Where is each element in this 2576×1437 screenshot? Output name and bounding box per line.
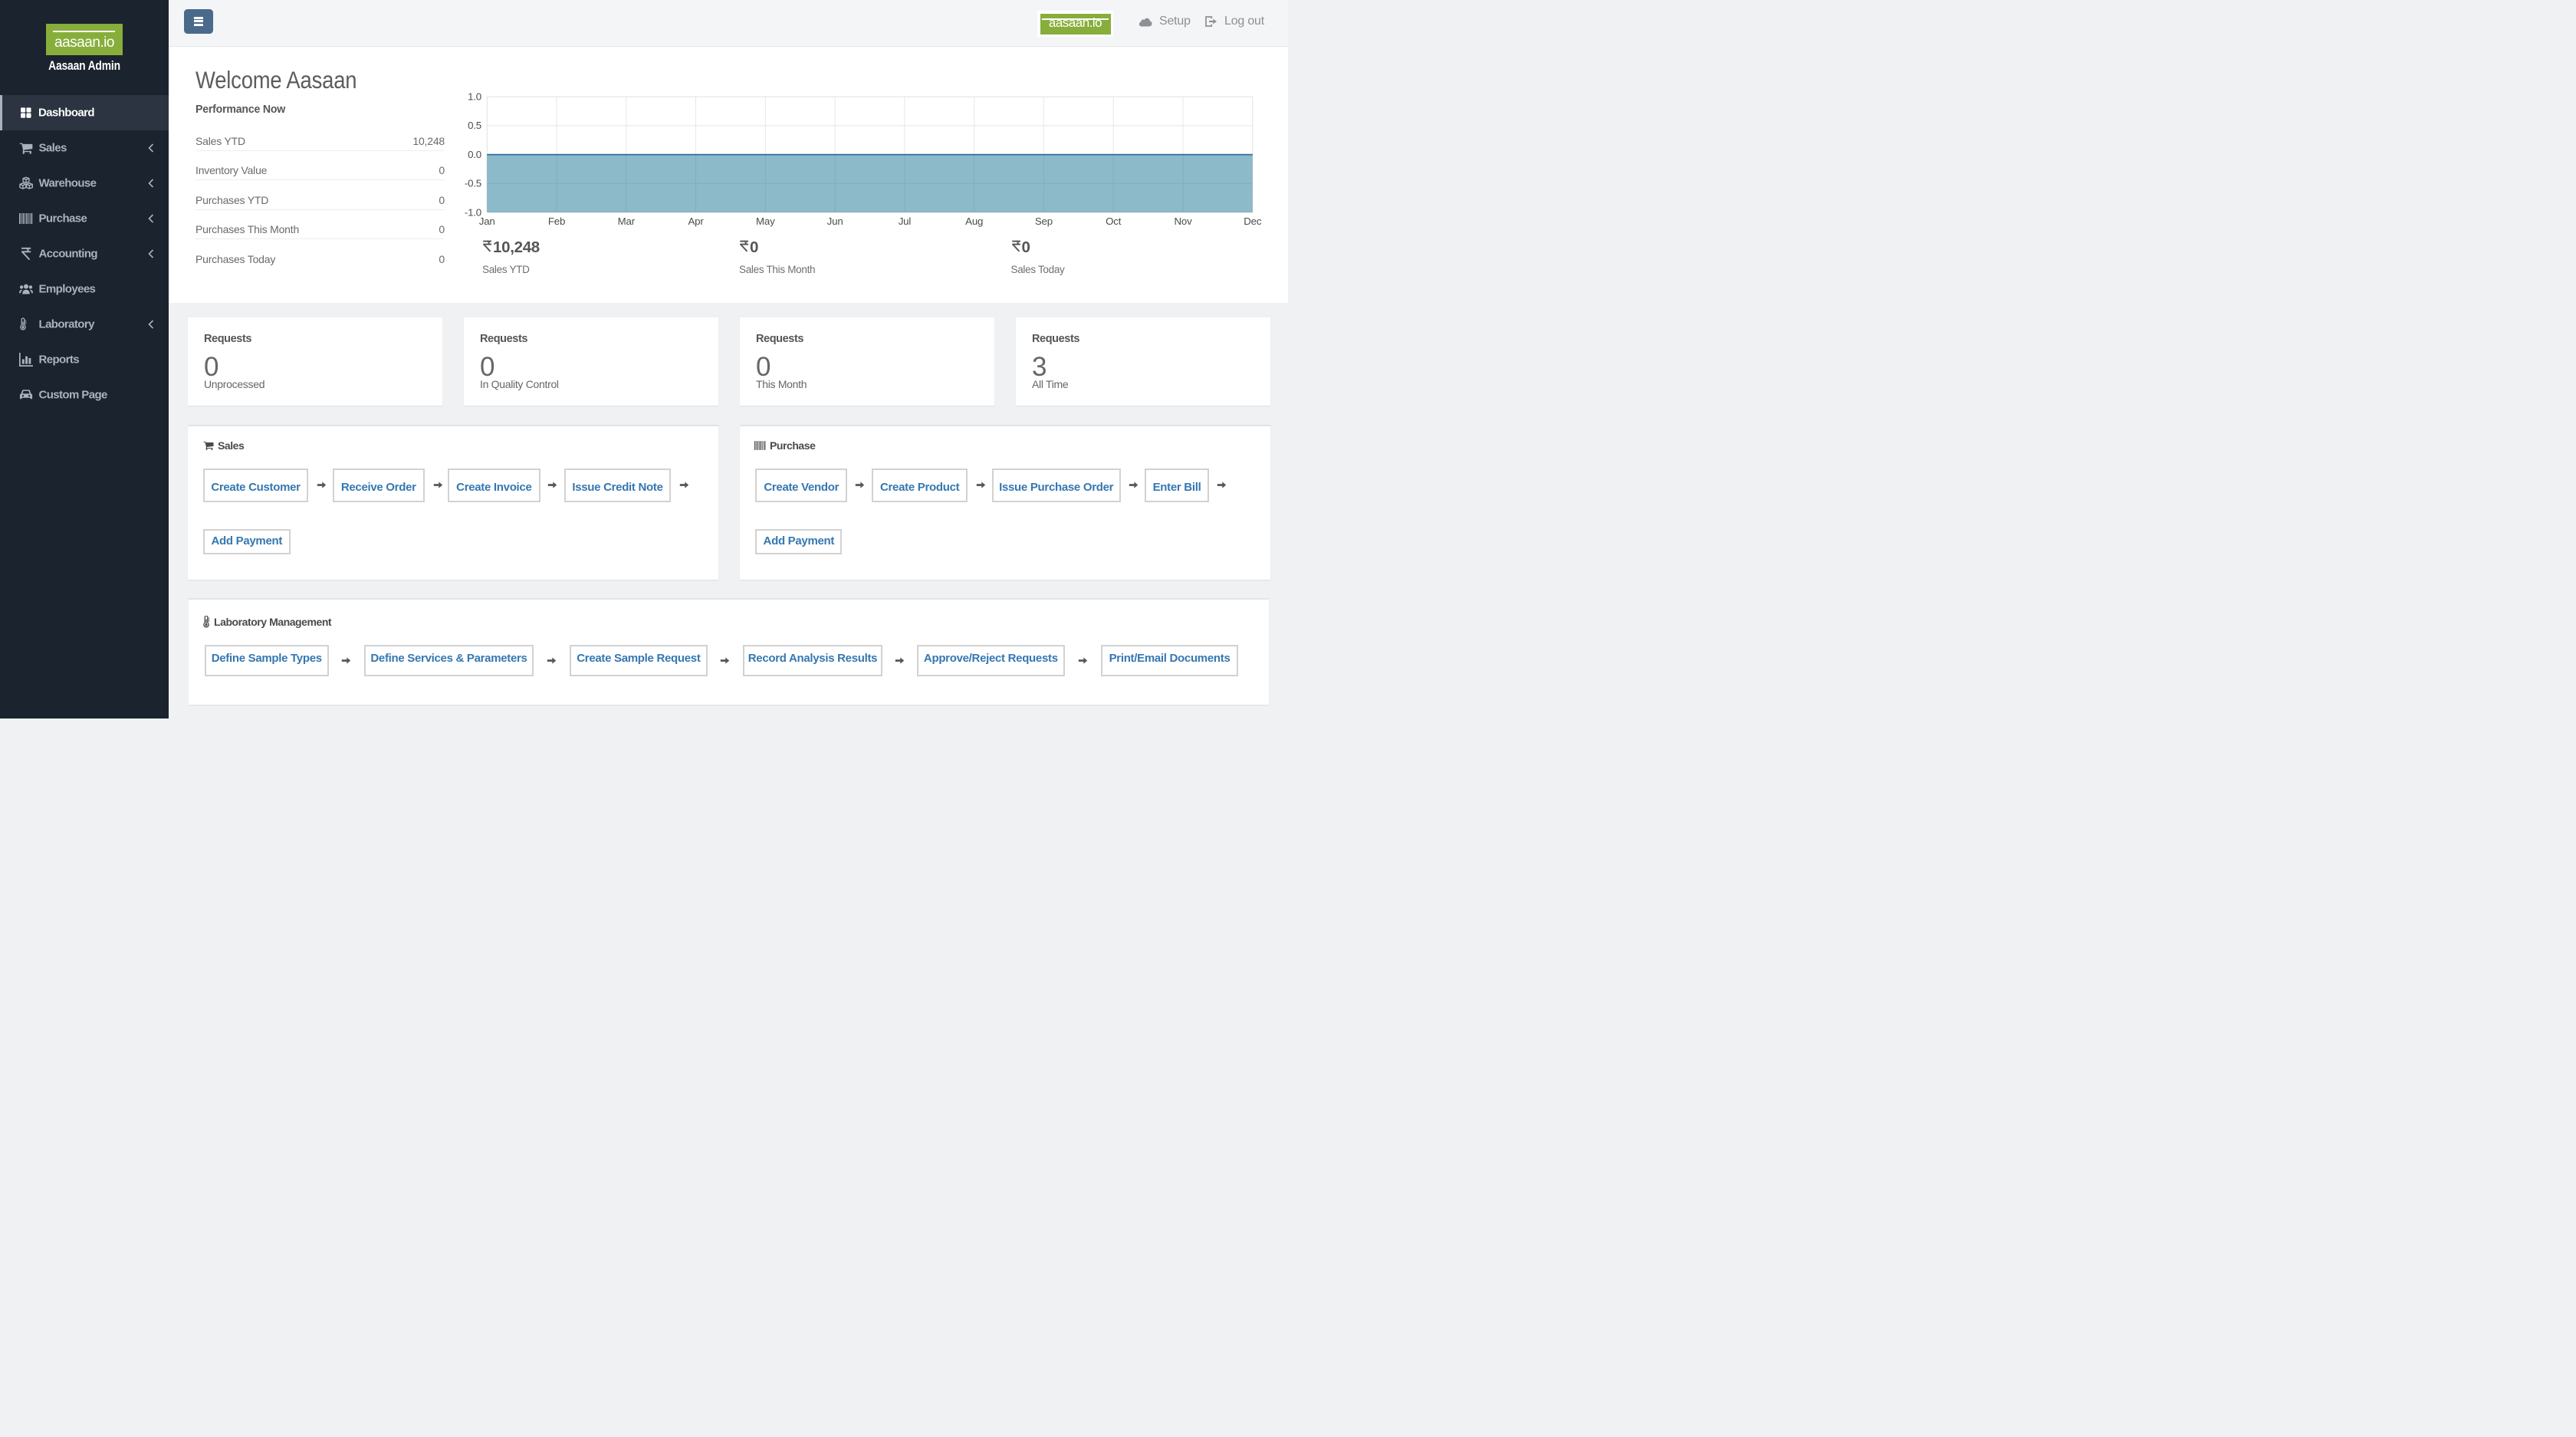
svg-text:Nov: Nov — [1174, 215, 1192, 227]
svg-text:Feb: Feb — [548, 215, 565, 227]
svg-text:Aug: Aug — [965, 215, 983, 227]
svg-text:-1.0: -1.0 — [465, 206, 481, 218]
svg-text:-0.5: -0.5 — [465, 178, 481, 189]
svg-text:Oct: Oct — [1106, 215, 1122, 227]
svg-text:Jul: Jul — [899, 215, 912, 227]
svg-text:May: May — [756, 215, 775, 227]
svg-text:Sep: Sep — [1035, 215, 1053, 227]
svg-text:0.0: 0.0 — [468, 149, 481, 160]
svg-text:Jun: Jun — [827, 215, 843, 227]
svg-text:Mar: Mar — [618, 215, 636, 227]
svg-text:1.0: 1.0 — [468, 91, 481, 103]
svg-text:Jan: Jan — [479, 215, 495, 227]
svg-text:Apr: Apr — [688, 215, 704, 227]
svg-text:0.5: 0.5 — [468, 120, 481, 131]
svg-text:Dec: Dec — [1244, 215, 1262, 227]
